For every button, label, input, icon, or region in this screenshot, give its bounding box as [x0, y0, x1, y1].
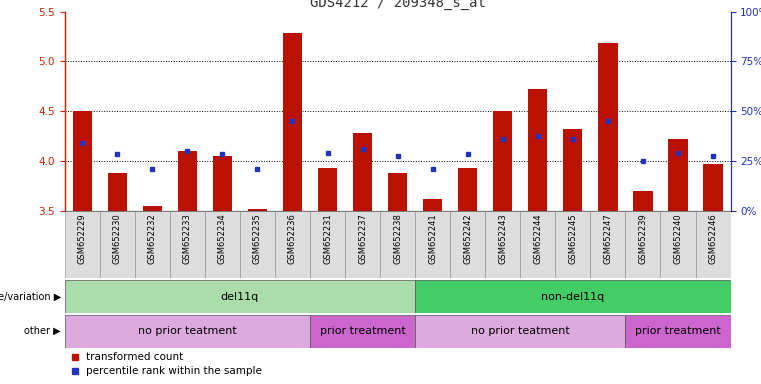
- Text: GSM652238: GSM652238: [393, 213, 402, 264]
- Text: GSM652237: GSM652237: [358, 213, 367, 264]
- Bar: [275, 211, 310, 278]
- Bar: [170, 211, 205, 278]
- Bar: [423, 199, 442, 211]
- Bar: [521, 211, 556, 278]
- Bar: [240, 211, 275, 278]
- Bar: [703, 164, 723, 211]
- Bar: [213, 156, 232, 211]
- Bar: [626, 211, 661, 278]
- Bar: [416, 211, 451, 278]
- Title: GDS4212 / 209348_s_at: GDS4212 / 209348_s_at: [310, 0, 486, 10]
- Bar: [318, 168, 337, 211]
- Bar: [248, 209, 267, 211]
- Bar: [205, 211, 240, 278]
- Bar: [72, 111, 92, 211]
- Bar: [65, 211, 100, 278]
- Bar: [65, 280, 416, 313]
- Text: transformed count: transformed count: [86, 353, 183, 362]
- Bar: [142, 206, 162, 211]
- Text: GSM652233: GSM652233: [183, 213, 192, 264]
- Bar: [178, 151, 197, 211]
- Text: GSM652247: GSM652247: [603, 213, 613, 264]
- Bar: [100, 211, 135, 278]
- Bar: [486, 211, 521, 278]
- Bar: [556, 211, 591, 278]
- Bar: [696, 211, 731, 278]
- Bar: [493, 111, 512, 211]
- Bar: [353, 133, 372, 211]
- Text: genotype/variation ▶: genotype/variation ▶: [0, 291, 61, 302]
- Text: GSM652240: GSM652240: [673, 213, 683, 264]
- Bar: [458, 168, 477, 211]
- Bar: [388, 173, 407, 211]
- Text: percentile rank within the sample: percentile rank within the sample: [86, 366, 262, 376]
- Bar: [345, 211, 380, 278]
- Text: GSM652231: GSM652231: [323, 213, 332, 264]
- Text: GSM652245: GSM652245: [568, 213, 578, 264]
- Text: GSM652232: GSM652232: [148, 213, 157, 264]
- Bar: [451, 211, 486, 278]
- Bar: [310, 315, 416, 348]
- Text: non-del11q: non-del11q: [541, 291, 604, 302]
- Bar: [135, 211, 170, 278]
- Text: prior treatment: prior treatment: [635, 326, 721, 336]
- Text: GSM652242: GSM652242: [463, 213, 473, 264]
- Bar: [661, 211, 696, 278]
- Bar: [107, 173, 127, 211]
- Bar: [416, 280, 731, 313]
- Bar: [65, 315, 310, 348]
- Bar: [563, 129, 582, 211]
- Text: GSM652246: GSM652246: [708, 213, 718, 264]
- Bar: [310, 211, 345, 278]
- Text: prior treatment: prior treatment: [320, 326, 406, 336]
- Text: GSM652234: GSM652234: [218, 213, 227, 264]
- Text: GSM652244: GSM652244: [533, 213, 543, 264]
- Bar: [591, 211, 626, 278]
- Text: GSM652230: GSM652230: [113, 213, 122, 264]
- Bar: [416, 315, 626, 348]
- Text: GSM652241: GSM652241: [428, 213, 437, 264]
- Text: GSM652243: GSM652243: [498, 213, 508, 264]
- Bar: [283, 33, 302, 211]
- Bar: [633, 191, 653, 211]
- Bar: [598, 43, 617, 211]
- Bar: [528, 89, 547, 211]
- Bar: [380, 211, 416, 278]
- Text: no prior teatment: no prior teatment: [138, 326, 237, 336]
- Text: no prior teatment: no prior teatment: [471, 326, 570, 336]
- Text: GSM652235: GSM652235: [253, 213, 262, 264]
- Bar: [626, 315, 731, 348]
- Text: del11q: del11q: [221, 291, 259, 302]
- Bar: [668, 139, 688, 211]
- Text: GSM652229: GSM652229: [78, 213, 87, 264]
- Text: other ▶: other ▶: [24, 326, 61, 336]
- Text: GSM652236: GSM652236: [288, 213, 297, 264]
- Text: GSM652239: GSM652239: [638, 213, 648, 264]
